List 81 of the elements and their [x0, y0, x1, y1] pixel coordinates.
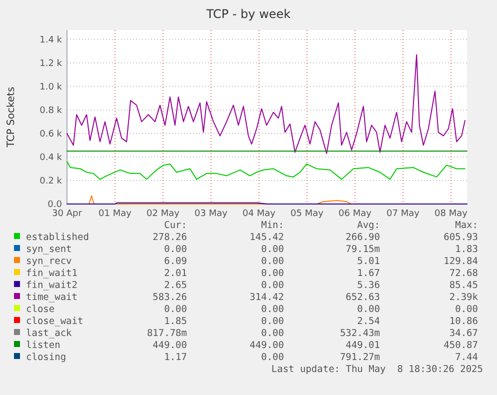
text: 449.01: [346, 340, 380, 351]
text: 0.00: [164, 304, 188, 315]
text: 34.67: [449, 328, 478, 339]
legend-label: close: [26, 304, 55, 315]
legend-label: fin_wait1: [26, 268, 78, 279]
y-tick-label: 0.4 k: [40, 153, 63, 164]
text: 1.67: [357, 268, 380, 279]
x-tick-label: 01 May: [98, 209, 132, 219]
text: 10.86: [449, 316, 478, 327]
legend-label: close_wait: [26, 316, 84, 327]
text: 314.42: [250, 292, 284, 303]
text: 532.43m: [340, 328, 380, 339]
text: 0.00: [261, 268, 284, 279]
legend-label: syn_sent: [26, 244, 72, 255]
text: 449.00: [250, 340, 284, 351]
line-series: [66, 161, 466, 180]
text: 79.15m: [346, 244, 380, 255]
legend-label: time_wait: [26, 292, 78, 303]
text: 278.26: [152, 232, 188, 243]
text: Cur:: [164, 220, 187, 231]
text: 2.39k: [449, 292, 478, 303]
text: 0.00: [357, 304, 380, 315]
legend-label: last_ack: [26, 328, 72, 339]
y-tick-label: 1.0 k: [40, 82, 63, 93]
x-tick-label: 07 May: [386, 209, 420, 219]
text: 817.78m: [146, 328, 188, 339]
x-tick-label: 02 May: [146, 209, 180, 219]
x-tick-label: 04 May: [242, 209, 276, 219]
text: 1.17: [164, 352, 187, 363]
y-axis-title: TCP Sockets: [6, 86, 17, 148]
line-series: [66, 54, 466, 154]
text: 2.65: [164, 280, 187, 291]
text: 6.09: [164, 256, 188, 267]
text: 1.85: [164, 316, 187, 327]
text: Last update: Thu May 8 18:30:26 2025: [271, 364, 483, 375]
text: 652.63: [346, 292, 380, 303]
text: 0.00: [261, 244, 284, 255]
text: 450.87: [444, 340, 478, 351]
x-tick-label: 08 May: [434, 209, 468, 219]
text: 583.26: [152, 292, 188, 303]
text: 7.44: [455, 352, 478, 363]
legend-label: listen: [26, 340, 60, 351]
text: 2.54: [357, 316, 380, 327]
text: 791.27m: [340, 352, 380, 363]
x-tick-label: 05 May: [290, 209, 324, 219]
x-tick-label: 30 Apr: [52, 209, 82, 219]
y-tick-label: 0.6 k: [40, 130, 63, 140]
text: 145.42: [250, 232, 284, 243]
y-tick-label: 0.8 k: [40, 106, 63, 116]
legend-label: syn_recv: [26, 256, 72, 267]
text: 0.00: [261, 328, 284, 339]
y-tick-label: 1.2 k: [40, 59, 63, 70]
text: 0.00: [261, 256, 284, 267]
text: 0.00: [261, 280, 284, 291]
legend-label: fin_wait2: [26, 280, 78, 291]
text: 2.01: [164, 268, 188, 279]
text: 605.93: [444, 232, 478, 243]
chart-title: TCP - by week: [205, 7, 291, 21]
text: 0.00: [261, 316, 284, 327]
text: 1.83: [455, 244, 478, 255]
y-tick-label: 0.2 k: [40, 176, 63, 187]
text: 0.00: [164, 244, 188, 255]
y-tick-label: 0.0: [48, 200, 62, 210]
text: Max:: [455, 220, 478, 231]
text: Min:: [261, 220, 284, 231]
legend-label: established: [26, 232, 89, 243]
text: 5.01: [357, 256, 380, 267]
text: 85.45: [449, 280, 478, 291]
text: 449.00: [152, 340, 188, 351]
text: Avg:: [357, 220, 380, 231]
text: 0.00: [455, 304, 478, 315]
x-tick-label: 03 May: [194, 209, 228, 219]
x-tick-label: 06 May: [338, 209, 372, 219]
text: 0.00: [261, 304, 284, 315]
text: 0.00: [261, 352, 284, 363]
text: 266.90: [346, 232, 380, 243]
text: 129.84: [444, 256, 478, 267]
text: 5.36: [357, 280, 380, 291]
text: 72.68: [449, 268, 478, 279]
legend-label: closing: [26, 352, 66, 363]
y-tick-label: 1.4 k: [40, 36, 63, 46]
